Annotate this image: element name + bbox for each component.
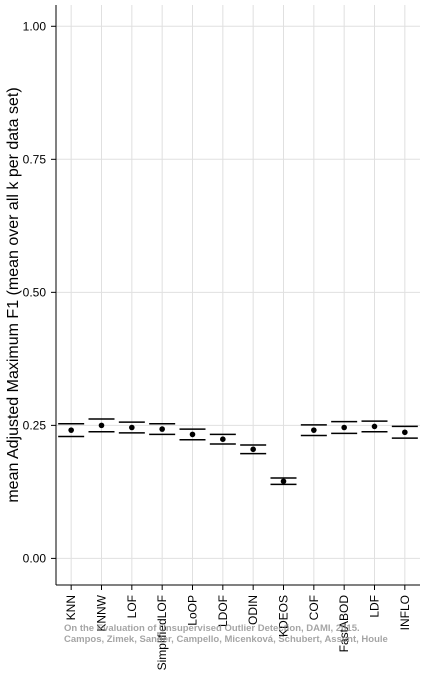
x-tick-label: INFLO <box>398 595 412 630</box>
x-tick-label: FastABOD <box>337 595 351 653</box>
point <box>98 422 105 429</box>
x-tick-label: KDEOS <box>277 595 291 637</box>
x-tick-label: LDOF <box>216 595 230 627</box>
watermark: On the Evaluation of Unsupervised Outlie… <box>64 623 360 634</box>
point <box>371 423 378 430</box>
y-tick-label: 1.00 <box>23 19 47 33</box>
point <box>159 426 165 432</box>
point <box>341 424 347 431</box>
point <box>129 424 135 431</box>
y-tick-label: 0.00 <box>23 551 47 565</box>
x-tick-label: ODIN <box>246 595 260 625</box>
x-tick-label: LoOP <box>186 595 200 626</box>
point <box>311 427 317 433</box>
point <box>68 427 74 433</box>
y-axis-label: mean Adjusted Maximum F1 (mean over all … <box>5 87 22 502</box>
point <box>402 429 408 436</box>
watermark: Campos, Zimek, Sander, Campello, Micenko… <box>64 634 388 645</box>
x-tick-label: LDF <box>368 595 382 618</box>
point <box>250 446 256 453</box>
point <box>280 478 287 485</box>
y-tick-label: 0.50 <box>23 285 47 299</box>
x-tick-label: KNN <box>64 595 78 620</box>
y-tick-label: 0.75 <box>23 152 47 166</box>
x-tick-label: KNNW <box>95 594 109 631</box>
x-tick-label: SimplifiedLOF <box>155 595 169 670</box>
x-tick-label: COF <box>307 595 321 620</box>
point <box>189 431 196 438</box>
x-tick-label: LOF <box>125 595 139 618</box>
point <box>220 436 226 443</box>
y-tick-label: 0.25 <box>23 418 47 432</box>
